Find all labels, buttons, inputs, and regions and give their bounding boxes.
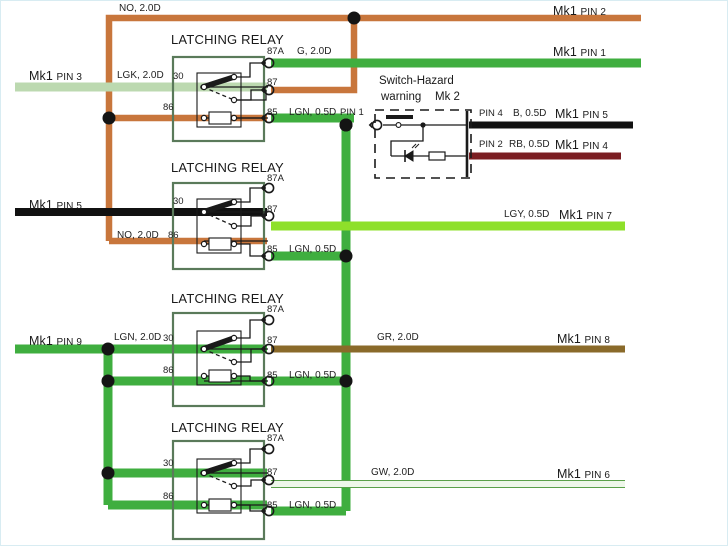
switch-box-out-pin4: PIN 4 <box>479 108 503 119</box>
connector-pin: PIN 2 <box>580 7 607 18</box>
connector-left-pin3: Mk1 PIN 3 <box>29 69 82 83</box>
connector-pin: PIN 1 <box>580 48 607 59</box>
junction-dot <box>339 374 353 388</box>
connector-name: Mk1 <box>29 69 53 83</box>
relay-1-wire-lgn05: LGN, 0.5D <box>289 107 337 118</box>
relay-4-wire-lgn05: LGN, 0.5D <box>289 500 337 511</box>
relay-2-terminal-87a: 87A <box>267 173 284 184</box>
pin1-junction <box>339 118 353 132</box>
wire-label-gr: GR, 2.0D <box>377 332 419 343</box>
relay-4-terminal-85: 85 <box>267 500 278 511</box>
relay-2-terminal-30: 30 <box>173 196 184 207</box>
wire-r1-87-orange <box>271 18 358 94</box>
relay-4-terminal-87: 87 <box>267 467 278 478</box>
switch-box-title-line1: Switch-Hazard <box>379 75 454 87</box>
connector-pin: PIN 5 <box>56 201 83 212</box>
connector-name: Mk1 <box>29 334 53 348</box>
wire-label-gw: GW, 2.0D <box>371 467 415 478</box>
switch-box-title-line3: Mk 2 <box>435 91 460 103</box>
relay-2-title: LATCHING RELAY <box>171 160 284 175</box>
switch-box-out-wire-b05: B, 0.5D <box>513 108 547 119</box>
connector-pin: PIN 7 <box>586 211 613 222</box>
connector-right-pin8: Mk1 PIN 8 <box>557 332 610 346</box>
relay-4-terminal-86: 86 <box>163 491 174 502</box>
relay-4-graphic[interactable] <box>1 439 275 541</box>
relay-3-terminal-85: 85 <box>267 370 278 381</box>
relay-2-graphic[interactable] <box>1 181 275 271</box>
connector-name: Mk1 <box>557 467 581 481</box>
connector-pin: PIN 8 <box>584 335 611 346</box>
connector-right-pin7: Mk1 PIN 7 <box>559 208 612 222</box>
junction-dot <box>347 11 361 25</box>
connector-right-pin1: Mk1 PIN 1 <box>553 45 606 59</box>
connector-name: Mk1 <box>559 208 583 222</box>
connector-pin: PIN 6 <box>584 470 611 481</box>
relay-3-terminal-30: 30 <box>163 333 174 344</box>
connector-name: Mk1 <box>553 4 577 18</box>
relay-3-wire-lgn05: LGN, 0.5D <box>289 370 337 381</box>
connector-right-pin2: Mk1 PIN 2 <box>553 4 606 18</box>
relay-3-wire-lgn20: LGN, 2.0D <box>114 332 162 343</box>
wire-label-lgy: LGY, 0.5D <box>504 209 550 220</box>
relay-4-title: LATCHING RELAY <box>171 420 284 435</box>
relay-1-terminal-87: 87 <box>267 77 278 88</box>
relay-1-terminal-85: 85 <box>267 107 278 118</box>
connector-name: Mk1 <box>29 198 53 212</box>
connector-right-pin5: Mk1 PIN 5 <box>555 107 608 121</box>
wire-layer <box>15 14 641 516</box>
junction-dot <box>101 466 115 480</box>
junction-dot <box>339 249 353 263</box>
connector-pin: PIN 5 <box>582 110 609 121</box>
relay-3-terminal-86: 86 <box>163 365 174 376</box>
switch-box-out-pin2: PIN 2 <box>479 139 503 150</box>
junction-dot <box>102 111 116 125</box>
relay-4-terminal-30: 30 <box>163 458 174 469</box>
wire-lgn-green-bus <box>271 113 354 516</box>
relay-1-terminal-86: 86 <box>163 102 174 113</box>
connector-name: Mk1 <box>555 107 579 121</box>
connector-right-pin4: Mk1 PIN 4 <box>555 138 608 152</box>
connector-pin: PIN 9 <box>56 337 83 348</box>
relay-2-terminal-86: 86 <box>168 230 179 241</box>
connector-pin: PIN 3 <box>56 72 83 83</box>
switch-box-pin1-label: PIN 1 <box>340 107 364 118</box>
relay-1-title: LATCHING RELAY <box>171 32 284 47</box>
relay-4-terminal-87a: 87A <box>267 433 284 444</box>
switch-box-title-line2: warning <box>381 91 422 103</box>
relay-2-terminal-85: 85 <box>267 244 278 255</box>
relay-2-terminal-87: 87 <box>267 204 278 215</box>
relay-1-terminal-30: 30 <box>173 71 184 82</box>
relay-1-wire-lgk: LGK, 2.0D <box>117 70 164 81</box>
relay-1-graphic[interactable] <box>1 55 275 143</box>
connector-right-pin6: Mk1 PIN 6 <box>557 467 610 481</box>
relay-3-terminal-87: 87 <box>267 335 278 346</box>
relay-2-wire-no: NO, 2.0D <box>117 230 159 241</box>
relay-1-terminal-87a: 87A <box>267 46 284 57</box>
wire-label-no-top: NO, 2.0D <box>119 3 161 14</box>
switch-box-out-wire-rb05: RB, 0.5D <box>509 139 550 150</box>
relay-2-wire-lgn05: LGN, 0.5D <box>289 244 337 255</box>
wire-gw-whitegreen <box>271 480 625 488</box>
connector-pin: PIN 4 <box>582 141 609 152</box>
relay-3-title: LATCHING RELAY <box>171 291 284 306</box>
connector-name: Mk1 <box>553 45 577 59</box>
junction-dot <box>101 374 115 388</box>
relay-3-terminal-87a: 87A <box>267 304 284 315</box>
relay-3-graphic[interactable] <box>1 311 275 408</box>
connector-left-pin9: Mk1 PIN 9 <box>29 334 82 348</box>
switch-hazard-box-graphic[interactable] <box>1 109 472 179</box>
junction-dot <box>101 342 115 356</box>
connector-name: Mk1 <box>557 332 581 346</box>
connector-name: Mk1 <box>555 138 579 152</box>
connector-left-pin5: Mk1 PIN 5 <box>29 198 82 212</box>
relay-1-wire-g20: G, 2.0D <box>297 46 332 57</box>
